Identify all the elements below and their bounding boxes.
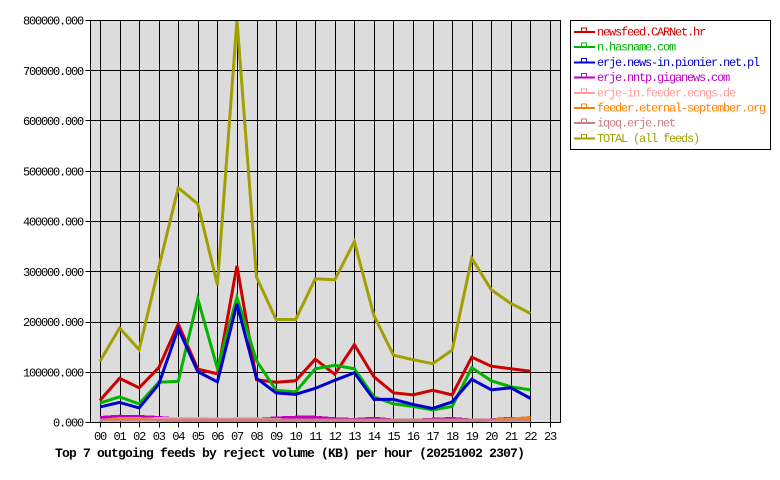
svg-text:newsfeed.CARNet.hr: newsfeed.CARNet.hr bbox=[597, 26, 706, 40]
svg-text:100000.000: 100000.000 bbox=[23, 366, 84, 380]
svg-text:n.hasname.com: n.hasname.com bbox=[597, 41, 676, 55]
svg-text:17: 17 bbox=[427, 430, 440, 444]
svg-text:erje.news-in.pionier.net.pl: erje.news-in.pionier.net.pl bbox=[597, 56, 760, 70]
svg-text:16: 16 bbox=[407, 430, 420, 444]
svg-text:07: 07 bbox=[231, 430, 244, 444]
svg-text:500000.000: 500000.000 bbox=[23, 165, 84, 179]
svg-text:800000.000: 800000.000 bbox=[23, 15, 84, 29]
svg-text:300000.000: 300000.000 bbox=[23, 266, 84, 280]
svg-text:04: 04 bbox=[172, 430, 185, 444]
svg-text:erje.nntp.giganews.com: erje.nntp.giganews.com bbox=[597, 71, 730, 85]
svg-text:13: 13 bbox=[348, 430, 361, 444]
svg-text:02: 02 bbox=[133, 430, 146, 444]
svg-text:21: 21 bbox=[505, 430, 518, 444]
svg-text:600000.000: 600000.000 bbox=[23, 115, 84, 129]
svg-text:iqoq.erje.net: iqoq.erje.net bbox=[597, 117, 675, 131]
svg-text:18: 18 bbox=[446, 430, 459, 444]
svg-text:23: 23 bbox=[544, 430, 557, 444]
svg-text:03: 03 bbox=[153, 430, 166, 444]
svg-text:400000.000: 400000.000 bbox=[23, 216, 84, 230]
svg-text:700000.000: 700000.000 bbox=[23, 65, 84, 79]
svg-text:200000.000: 200000.000 bbox=[23, 316, 84, 330]
svg-text:20: 20 bbox=[485, 430, 498, 444]
svg-text:12: 12 bbox=[329, 430, 342, 444]
svg-text:05: 05 bbox=[192, 430, 205, 444]
svg-text:Top 7 outgoing feeds by reject: Top 7 outgoing feeds by reject volume (K… bbox=[55, 446, 524, 461]
svg-text:06: 06 bbox=[211, 430, 224, 444]
svg-text:11: 11 bbox=[309, 430, 322, 444]
svg-text:08: 08 bbox=[251, 430, 264, 444]
svg-text:00: 00 bbox=[94, 430, 107, 444]
svg-text:15: 15 bbox=[387, 430, 400, 444]
svg-text:01: 01 bbox=[114, 430, 127, 444]
svg-text:feeder.eternal-september.org: feeder.eternal-september.org bbox=[597, 102, 766, 116]
svg-text:22: 22 bbox=[524, 430, 537, 444]
svg-text:09: 09 bbox=[270, 430, 283, 444]
svg-text:14: 14 bbox=[368, 430, 381, 444]
svg-text:0.000: 0.000 bbox=[53, 417, 84, 431]
svg-text:TOTAL (all feeds): TOTAL (all feeds) bbox=[597, 132, 699, 146]
svg-text:erje-in.feeder.ecngs.de: erje-in.feeder.ecngs.de bbox=[597, 86, 736, 100]
svg-text:19: 19 bbox=[466, 430, 479, 444]
svg-text:10: 10 bbox=[290, 430, 303, 444]
